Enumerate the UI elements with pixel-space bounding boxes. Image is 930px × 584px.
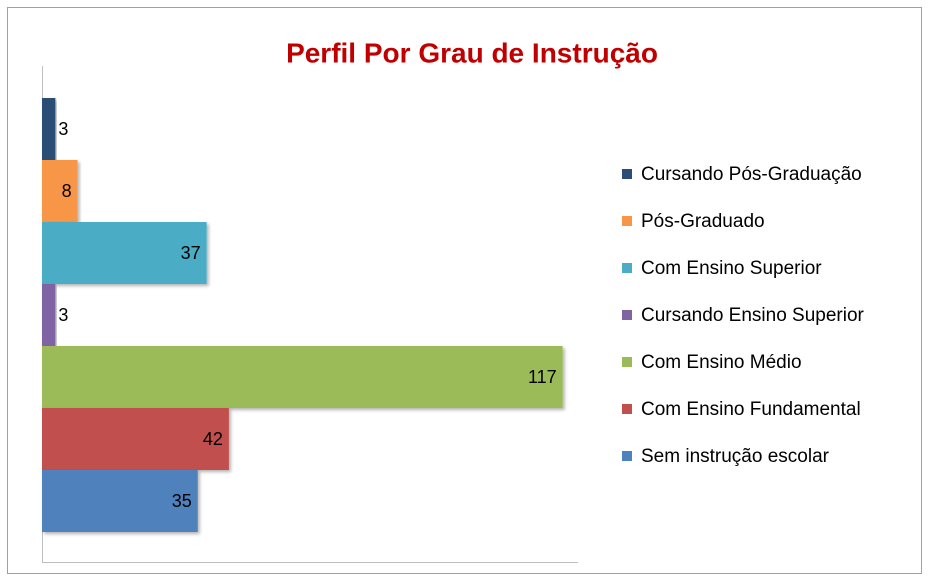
legend-swatch [622,451,632,461]
bar [42,222,207,284]
legend-swatch [622,169,632,179]
chart-title: Perfil Por Grau de Instrução [286,37,658,68]
bar [42,470,198,532]
bar [42,284,56,346]
legend-swatch [622,357,632,367]
data-label: 3 [58,305,68,325]
data-label: 35 [172,491,192,511]
legend-label: Com Ensino Fundamental [641,399,861,420]
legend-label: Cursando Pós-Graduação [641,164,862,185]
legend-label: Com Ensino Superior [641,258,822,279]
legend-label: Cursando Ensino Superior [641,305,865,326]
legend-label: Com Ensino Médio [641,352,802,373]
legend-swatch [622,310,632,320]
legend-label: Sem instrução escolar [641,446,830,467]
bar [42,408,229,470]
legend-swatch [622,404,632,414]
bar [42,98,56,160]
data-label: 117 [528,367,557,387]
legend-swatch [622,216,632,226]
data-label: 37 [181,243,201,263]
bar [42,346,563,408]
legend-label: Pós-Graduado [641,211,765,232]
data-label: 8 [62,181,72,201]
legend-swatch [622,263,632,273]
data-label: 3 [58,119,68,139]
bar [42,160,78,222]
data-label: 42 [203,429,223,449]
